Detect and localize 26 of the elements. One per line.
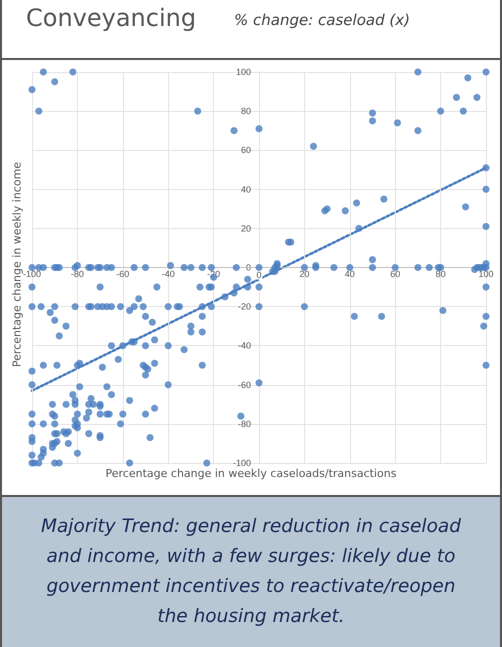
y-tick-label: -100: [232, 458, 251, 468]
chart-title: Conveyancing: [26, 4, 196, 32]
x-axis-title: Percentage change in weekly caseloads/transactions: [104, 467, 398, 480]
y-tick-label: 20: [240, 223, 251, 234]
y-tick-label: -20: [238, 302, 251, 312]
x-tick-label: -80: [70, 269, 84, 279]
y-tick-label: -80: [238, 418, 251, 429]
y-tick-label: 60: [240, 145, 251, 156]
y-tick-label: -60: [238, 380, 251, 390]
y-tick-label: -40: [238, 340, 251, 351]
y-tick-label: 100: [236, 67, 251, 77]
text: Majority Trend: general reduction in caseload and income, with a few surges: likely due to government incentives to reactivate/reopen the housing market.: [40, 515, 462, 629]
x-tick-label: 20: [299, 269, 310, 279]
x-tick-label: 100: [478, 269, 494, 279]
x-tick-label: 0: [256, 270, 262, 280]
x-tick-label: -100: [22, 269, 42, 279]
chart-subtitle: % change: caseload (x): [234, 11, 410, 29]
x-tick-label: 40: [344, 269, 355, 279]
x-tick-label: -60: [116, 269, 130, 279]
y-tick-label: 40: [240, 184, 251, 194]
x-tick-label: -20: [207, 269, 220, 279]
x-tick-label: 80: [436, 269, 446, 279]
y-tick-label: 80: [240, 106, 251, 116]
x-tick-label: 60: [390, 269, 400, 279]
x-tick-label: -40: [162, 269, 175, 279]
y-axis-title: Percentage change in weekly income: [10, 160, 24, 370]
